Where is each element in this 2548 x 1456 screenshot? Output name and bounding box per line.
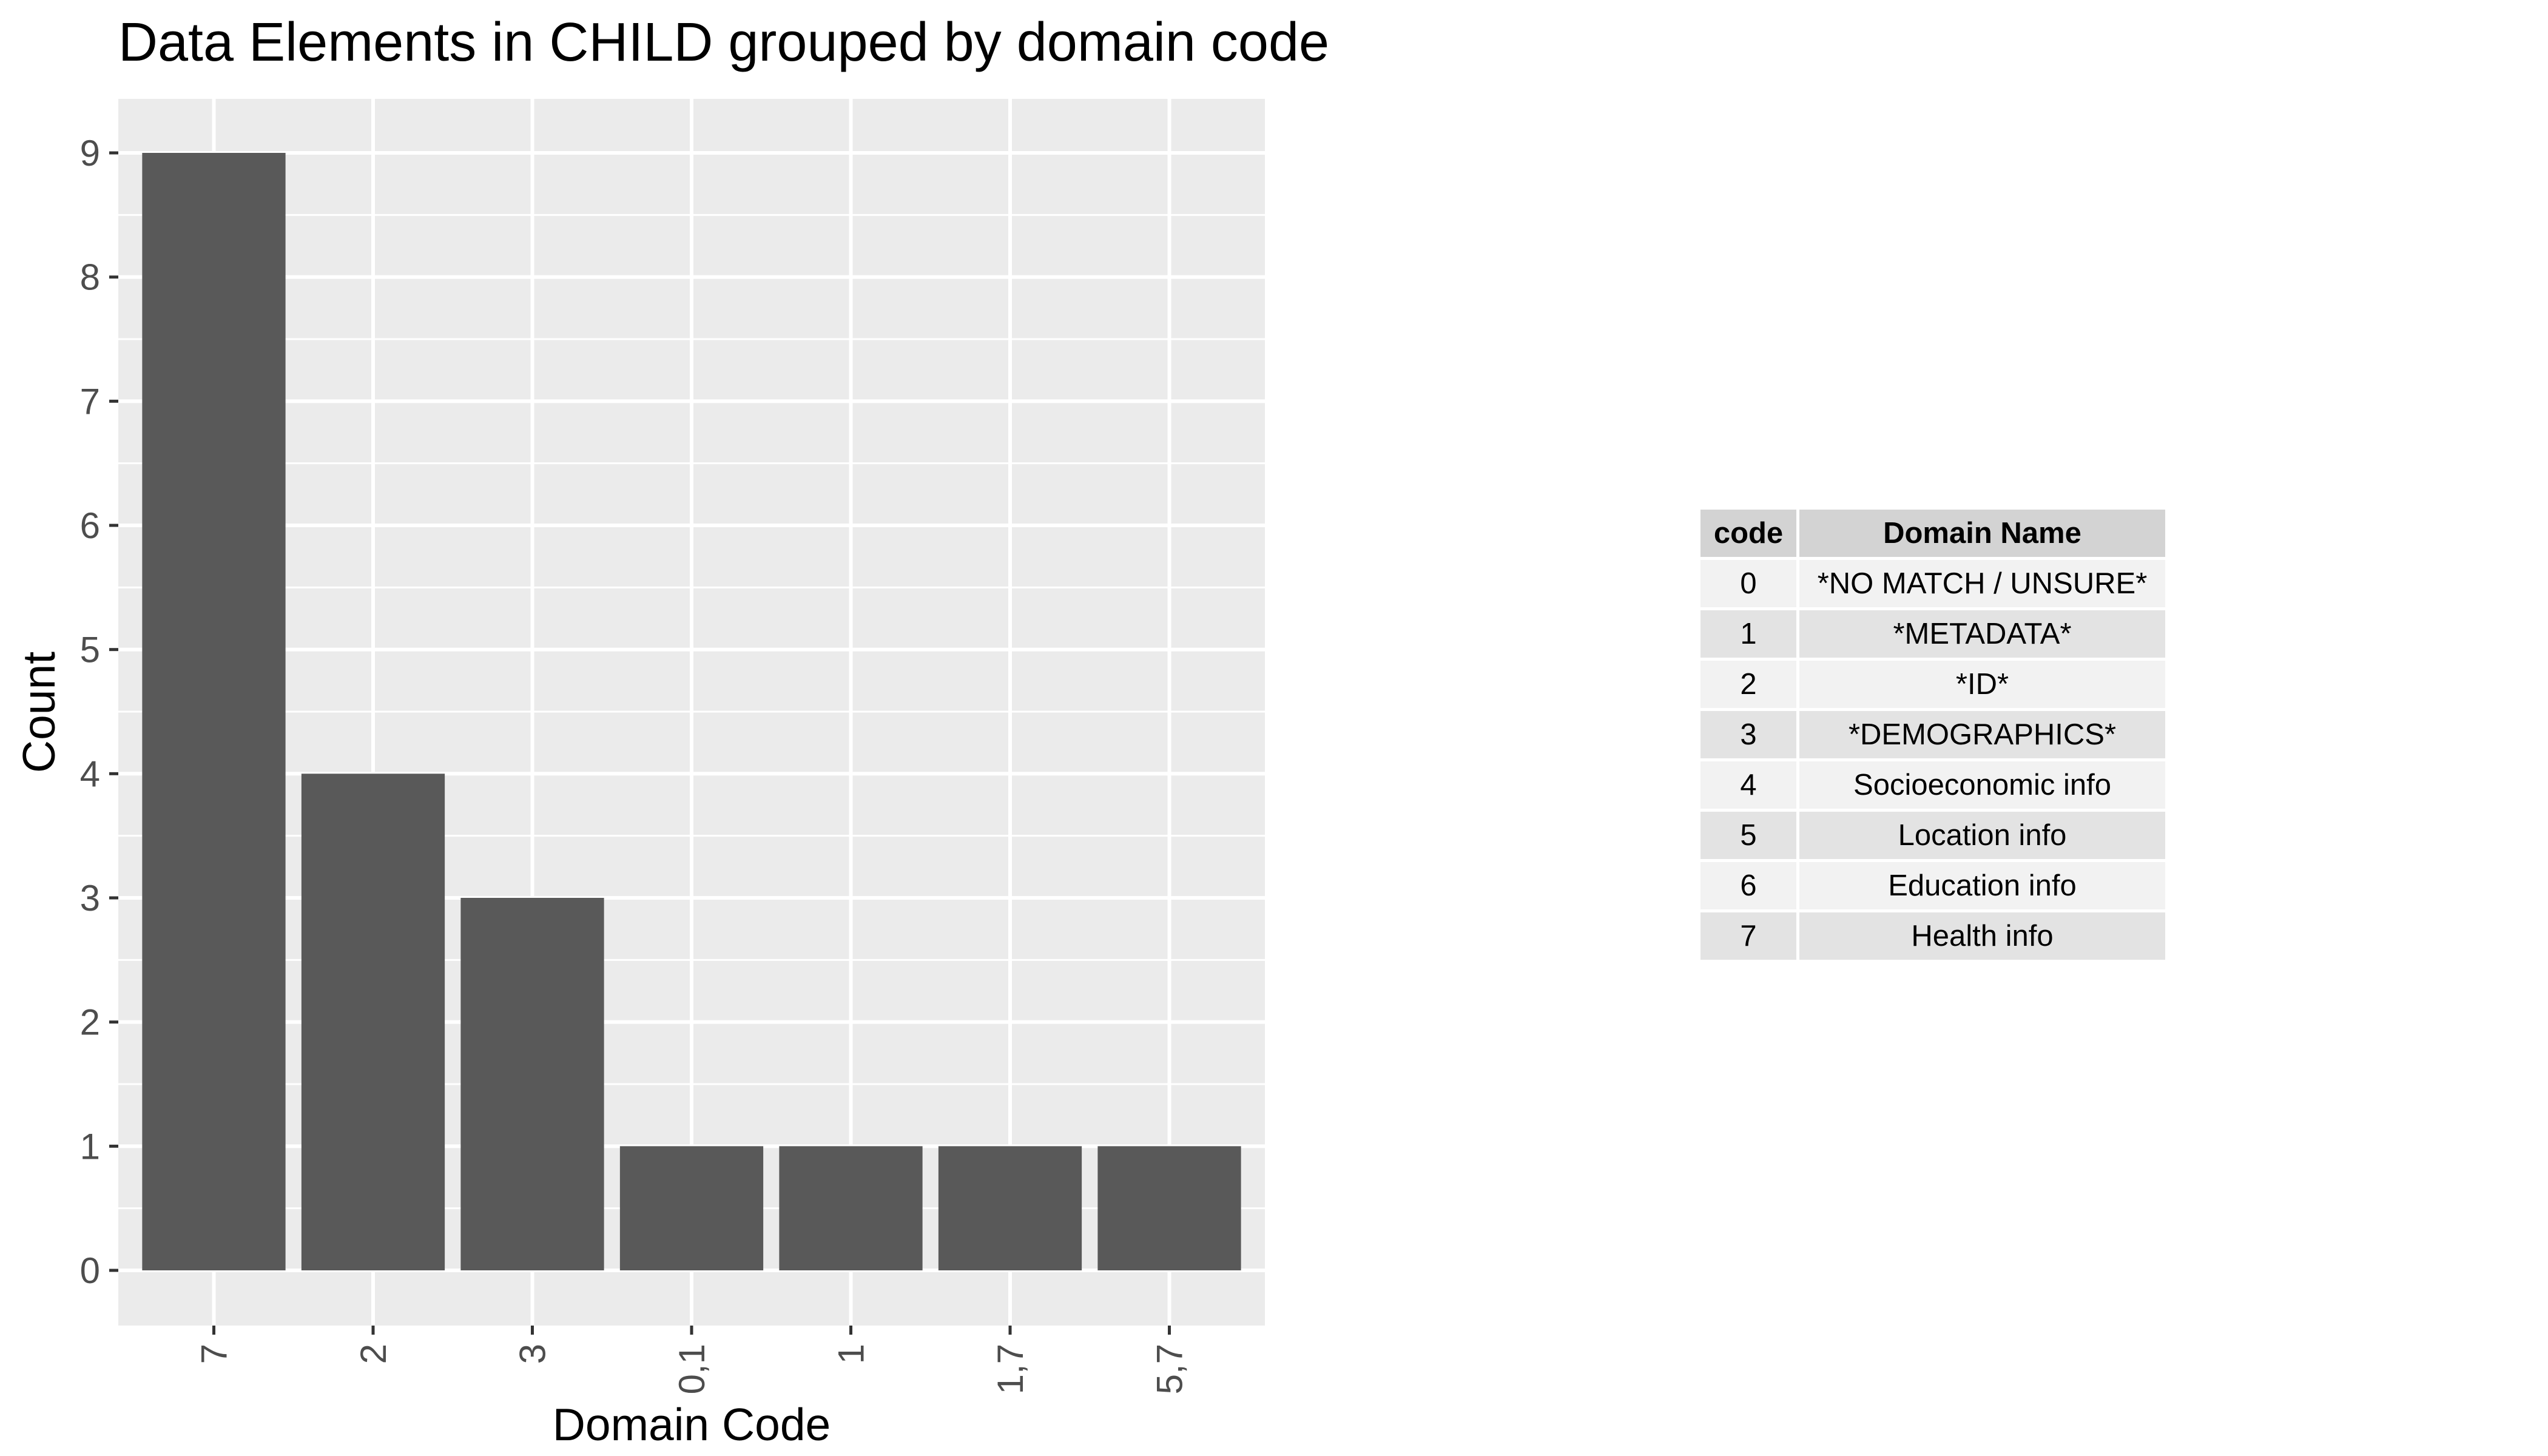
legend-row: 5 Location info (1700, 812, 2165, 859)
y-tick-label: 3 (80, 878, 100, 918)
legend-code-cell: 3 (1700, 711, 1796, 758)
bar-5,7 (1097, 1146, 1241, 1270)
legend-code-cell: 2 (1700, 661, 1796, 708)
legend-name-cell: *DEMOGRAPHICS* (1799, 711, 2165, 758)
legend-code-cell: 1 (1700, 610, 1796, 658)
bar-3 (460, 898, 604, 1270)
domain-legend-table: code Domain Name 0 *NO MATCH / UNSURE* 1 *M… (1697, 507, 2168, 963)
x-tick-label: 1 (831, 1344, 872, 1364)
legend-row: 2 *ID* (1700, 661, 2165, 708)
x-tick-label: 0,1 (672, 1344, 712, 1394)
x-tick-label: 3 (513, 1344, 553, 1364)
legend-header-code: code (1700, 510, 1796, 557)
legend-row: 0 *NO MATCH / UNSURE* (1700, 560, 2165, 607)
y-axis: 0 1 2 3 4 5 6 7 8 9 (80, 133, 118, 1291)
y-axis-title: Count (13, 652, 64, 773)
legend-name-cell: Location info (1799, 812, 2165, 859)
bars (142, 153, 1241, 1270)
legend-row: 4 Socioeconomic info (1700, 761, 2165, 809)
bar-1 (779, 1146, 923, 1270)
y-tick-label: 0 (80, 1250, 100, 1291)
bar-1,7 (938, 1146, 1082, 1270)
legend-code-cell: 4 (1700, 761, 1796, 809)
legend-code-cell: 6 (1700, 862, 1796, 909)
legend-code-cell: 0 (1700, 560, 1796, 607)
bar-2 (301, 774, 445, 1270)
x-axis-title: Domain Code (553, 1399, 831, 1450)
y-tick-label: 1 (80, 1126, 100, 1167)
legend-row: 7 Health info (1700, 912, 2165, 960)
y-tick-label: 5 (80, 630, 100, 670)
y-tick-label: 6 (80, 505, 100, 546)
legend-row: 1 *METADATA* (1700, 610, 2165, 658)
y-tick-label: 7 (80, 381, 100, 422)
legend-name-cell: *NO MATCH / UNSURE* (1799, 560, 2165, 607)
x-axis: 7 2 3 0,1 1 1,7 5,7 (194, 1326, 1190, 1394)
legend-name-cell: *METADATA* (1799, 610, 2165, 658)
legend-name-cell: *ID* (1799, 661, 2165, 708)
legend-row: 3 *DEMOGRAPHICS* (1700, 711, 2165, 758)
legend-code-cell: 5 (1700, 812, 1796, 859)
legend-code-cell: 7 (1700, 912, 1796, 960)
bar-7 (142, 153, 286, 1270)
y-tick-label: 4 (80, 753, 100, 794)
legend-header-row: code Domain Name (1700, 510, 2165, 557)
legend-name-cell: Socioeconomic info (1799, 761, 2165, 809)
x-tick-label: 1,7 (990, 1344, 1031, 1394)
x-tick-label: 2 (353, 1344, 394, 1364)
grid-lines (118, 99, 1265, 1326)
legend-row: 6 Education info (1700, 862, 2165, 909)
x-tick-label: 7 (194, 1344, 235, 1364)
legend-name-cell: Health info (1799, 912, 2165, 960)
chart-title: Data Elements in CHILD grouped by domain… (118, 12, 1329, 73)
legend-body: 0 *NO MATCH / UNSURE* 1 *METADATA* 2 *ID* 3 *DE… (1700, 560, 2165, 960)
y-tick-label: 8 (80, 257, 100, 298)
y-tick-label: 9 (80, 133, 100, 174)
legend-header-name: Domain Name (1799, 510, 2165, 557)
bar-0,1 (619, 1146, 764, 1270)
legend-name-cell: Education info (1799, 862, 2165, 909)
x-tick-label: 5,7 (1150, 1344, 1190, 1394)
y-tick-label: 2 (80, 1002, 100, 1043)
